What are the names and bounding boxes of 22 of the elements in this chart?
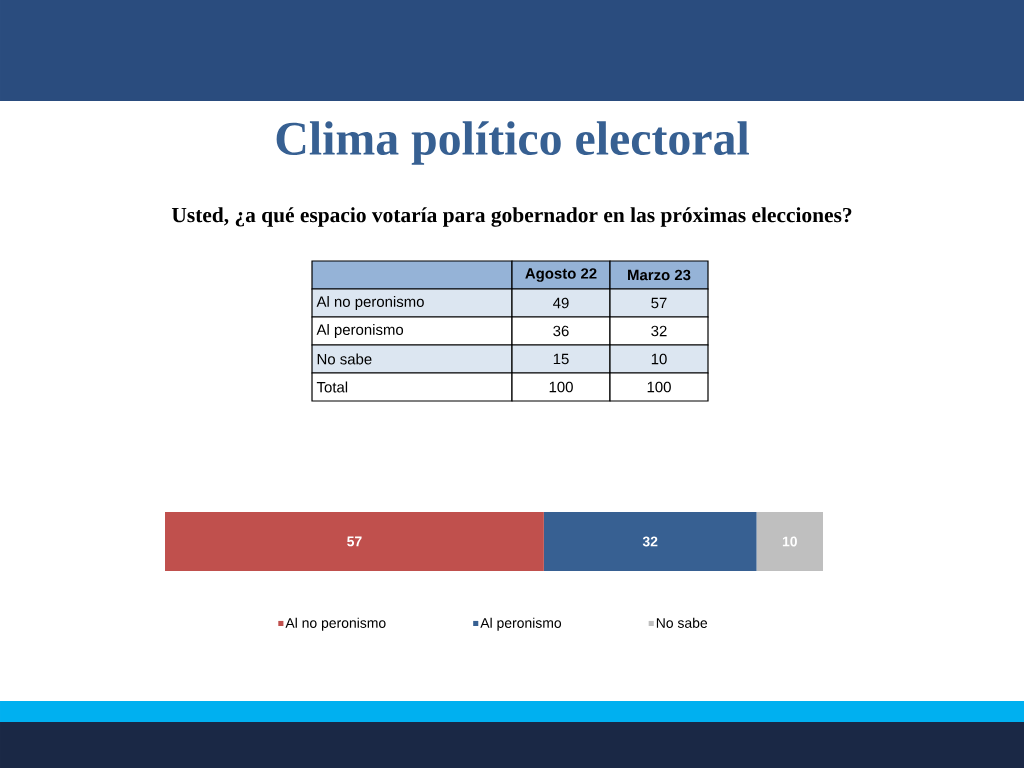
chart-subtitle: Usted, ¿a qué espacio votaría para gobernador en las próximas elecciones? xyxy=(171,207,852,227)
legend-label: Al peronismo xyxy=(480,617,562,631)
legend-label: No sabe xyxy=(656,617,708,628)
legend-label: Al no peronismo xyxy=(285,617,386,631)
data-label: 36 xyxy=(553,325,569,337)
x-tick-label: Agosto 22 xyxy=(525,268,597,282)
data-label: 100 xyxy=(647,381,671,393)
data-label: 32 xyxy=(642,536,658,547)
data-label: 100 xyxy=(549,381,573,393)
data-label: 10 xyxy=(782,536,797,547)
y-tick-label: No sabe xyxy=(317,353,372,365)
data-label: 32 xyxy=(651,325,667,337)
y-tick-label: Al no peronismo xyxy=(316,296,424,310)
data-label: 10 xyxy=(651,353,667,365)
data-label: 57 xyxy=(651,297,667,309)
y-tick-label: Total xyxy=(316,381,348,393)
chart-title: Clima político electoral xyxy=(276,121,749,165)
data-label: 15 xyxy=(553,353,569,365)
y-tick-label: Al peronismo xyxy=(316,324,404,338)
data-label: 57 xyxy=(347,536,362,547)
x-tick-label: Marzo 23 xyxy=(628,269,691,281)
data-label: 49 xyxy=(553,297,569,309)
